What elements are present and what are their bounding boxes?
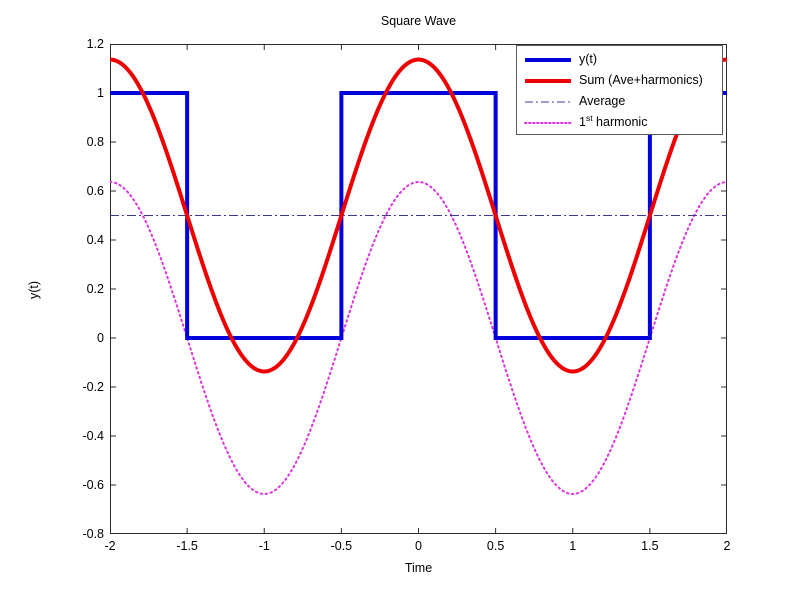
y-tick-label: -0.4 (82, 429, 104, 443)
x-tick-label: -1.5 (176, 539, 198, 553)
y-tick-label: 0.6 (86, 184, 104, 198)
legend-line-sample (524, 53, 572, 67)
x-axis-tick-labels: -2 -1.5 -1 -0.5 0 0.5 1 1.5 2 (0, 540, 800, 560)
y-axis-tick-labels: -0.8 -0.6 -0.4 -0.2 0 0.2 0.4 0.6 0.8 1 1.2 (56, 0, 104, 600)
y-tick-label: 1.2 (86, 37, 104, 51)
y-tick-label: 0 (97, 331, 104, 345)
y-tick-label: 0.4 (86, 233, 104, 247)
x-tick-label: 0 (415, 539, 422, 553)
series-first-harmonic (110, 181, 727, 495)
legend-entry[interactable]: Sum (Ave+harmonics) (517, 70, 722, 91)
x-tick-label: 0.5 (486, 539, 505, 553)
y-tick-label: 0.8 (86, 135, 104, 149)
legend-label: y(t) (579, 52, 598, 66)
plot-svg (110, 44, 727, 534)
legend-entry[interactable]: y(t) (517, 49, 722, 70)
plot-area (110, 44, 727, 534)
x-tick-label: 1.5 (641, 539, 659, 553)
x-tick-label: -1 (258, 539, 270, 553)
y-tick-label: 1 (97, 86, 104, 100)
legend-entry[interactable]: 1st harmonic (517, 112, 722, 133)
page-title: Square Wave (380, 14, 457, 28)
y-tick-label: -0.6 (82, 478, 104, 492)
legend-line-sample (524, 95, 572, 109)
y-tick-label: -0.2 (82, 380, 104, 394)
legend-entry[interactable]: Average (517, 91, 722, 112)
legend[interactable]: y(t) Sum (Ave+harmonics) Average 1st harmon… (516, 45, 723, 135)
legend-label: 1st harmonic (579, 112, 648, 129)
y-tick-label: -0.8 (82, 527, 104, 541)
legend-line-sample (524, 116, 572, 130)
series-fourier-sum (110, 57, 727, 374)
legend-label: Average (579, 94, 626, 108)
y-axis-label: y(t) (27, 280, 41, 300)
legend-label: Sum (Ave+harmonics) (579, 73, 703, 87)
x-tick-label: 2 (723, 539, 731, 553)
x-tick-label: 1 (569, 539, 577, 553)
legend-line-sample (524, 74, 572, 88)
x-tick-label: -0.5 (330, 539, 353, 553)
x-tick-label: -2 (104, 539, 116, 553)
x-axis-label: Time (404, 561, 433, 575)
y-tick-label: 0.2 (86, 282, 104, 296)
